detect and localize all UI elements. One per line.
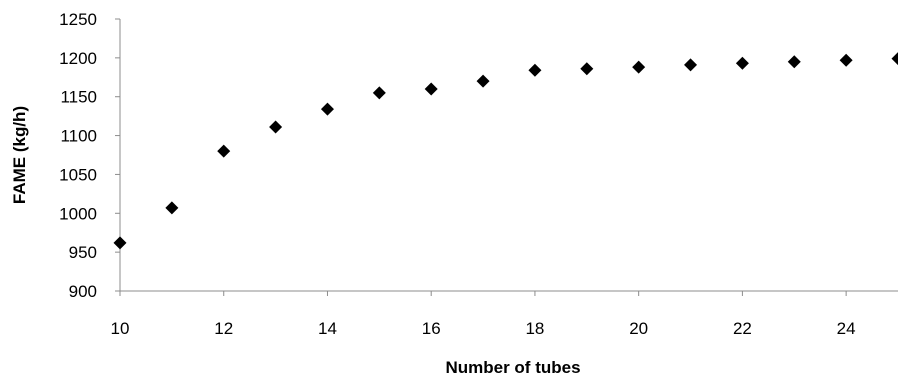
x-tick-label: 20 bbox=[629, 319, 648, 338]
data-point bbox=[632, 60, 646, 74]
data-point bbox=[320, 102, 334, 116]
y-tick-label: 1050 bbox=[59, 165, 97, 184]
y-tick-label: 1200 bbox=[59, 49, 97, 68]
y-tick-label: 900 bbox=[69, 282, 97, 301]
x-tick-label: 14 bbox=[318, 319, 337, 338]
data-point bbox=[269, 120, 283, 134]
data-point bbox=[580, 62, 594, 76]
x-tick-label: 16 bbox=[422, 319, 441, 338]
x-axis: 10 12 14 16 18 20 22 24 bbox=[111, 290, 898, 338]
y-tick-label: 950 bbox=[69, 243, 97, 262]
x-tick-label: 12 bbox=[214, 319, 233, 338]
y-tick-label: 1100 bbox=[60, 127, 97, 146]
data-points bbox=[113, 52, 898, 250]
data-point bbox=[891, 52, 898, 66]
data-point bbox=[113, 236, 127, 250]
x-axis-title: Number of tubes bbox=[445, 358, 580, 377]
data-point bbox=[217, 144, 231, 158]
y-axis: 900 950 1000 1050 1100 1150 1200 1250 bbox=[59, 10, 121, 301]
y-tick-label: 1000 bbox=[59, 204, 97, 223]
y-axis-title: FAME (kg/h) bbox=[10, 106, 29, 204]
data-point bbox=[528, 63, 542, 77]
data-point bbox=[735, 56, 749, 70]
data-point bbox=[476, 74, 490, 88]
x-tick-label: 24 bbox=[837, 319, 856, 338]
x-tick-label: 18 bbox=[525, 319, 544, 338]
data-point bbox=[372, 86, 386, 100]
x-tick-label: 22 bbox=[733, 319, 752, 338]
data-point bbox=[839, 53, 853, 67]
data-point bbox=[684, 58, 698, 72]
y-tick-label: 1250 bbox=[59, 10, 97, 29]
data-point bbox=[787, 55, 801, 69]
y-tick-label: 1150 bbox=[60, 88, 97, 107]
x-tick-label: 10 bbox=[111, 319, 130, 338]
data-point bbox=[165, 201, 179, 215]
data-point bbox=[424, 82, 438, 96]
